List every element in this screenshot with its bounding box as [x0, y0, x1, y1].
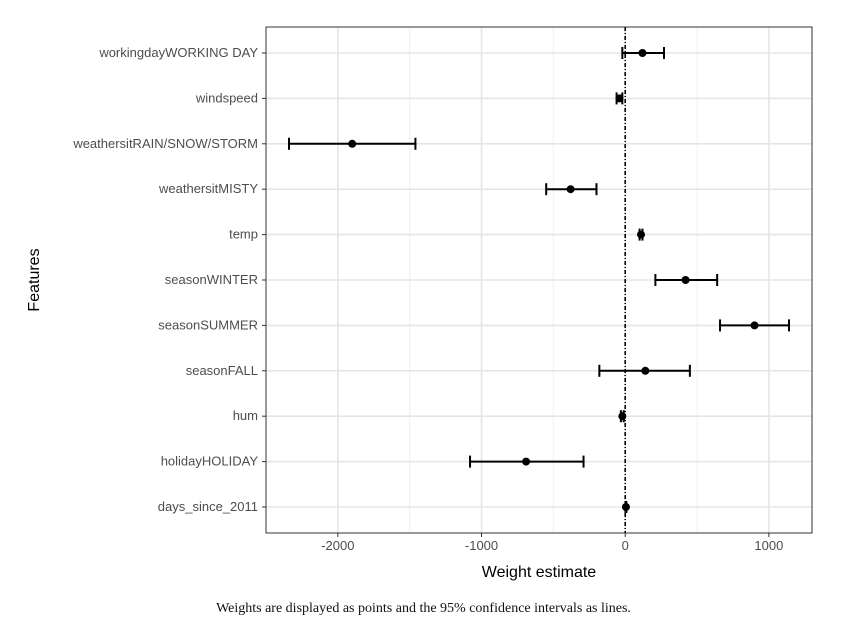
x-tick-label: 1000 — [754, 538, 783, 553]
x-tick-label: -1000 — [465, 538, 498, 553]
y-tick-label: seasonSUMMER — [158, 317, 258, 332]
estimate-point — [522, 457, 531, 466]
x-tick-label: 0 — [622, 538, 629, 553]
estimate-point — [618, 412, 627, 421]
forest-plot: workingdayWORKING DAY windspeed weathersit… — [26, 26, 813, 581]
x-tick-label: -2000 — [321, 538, 354, 553]
estimate-point — [566, 185, 575, 194]
figure-caption: Weights are displayed as points and the … — [216, 601, 631, 616]
y-tick-label: temp — [229, 227, 258, 242]
axes: workingdayWORKING DAY windspeed weathersit… — [72, 45, 783, 553]
y-tick-label: weathersitMISTY — [158, 181, 258, 196]
y-tick-label: holidayHOLIDAY — [161, 454, 259, 469]
estimate-point — [681, 276, 690, 284]
y-tick-label: days_since_2011 — [158, 499, 258, 514]
estimate-point — [615, 94, 624, 103]
y-tick-label: windspeed — [195, 90, 258, 105]
estimate-point — [348, 139, 357, 148]
estimate-point — [750, 321, 759, 330]
estimate-point — [637, 230, 646, 239]
estimate-point — [641, 366, 650, 375]
x-axis-title: Weight estimate — [482, 564, 597, 581]
estimate-point — [638, 49, 647, 57]
grid-lines — [266, 27, 812, 533]
y-tick-label: weathersitRAIN/SNOW/STORM — [72, 136, 258, 151]
y-tick-label: seasonFALL — [186, 363, 258, 378]
y-tick-label: hum — [233, 408, 258, 423]
y-axis-title: Features — [26, 248, 43, 311]
y-tick-label: seasonWINTER — [165, 272, 258, 287]
data-marks — [287, 47, 791, 513]
y-tick-label: workingdayWORKING DAY — [98, 45, 258, 60]
estimate-point — [621, 503, 630, 511]
